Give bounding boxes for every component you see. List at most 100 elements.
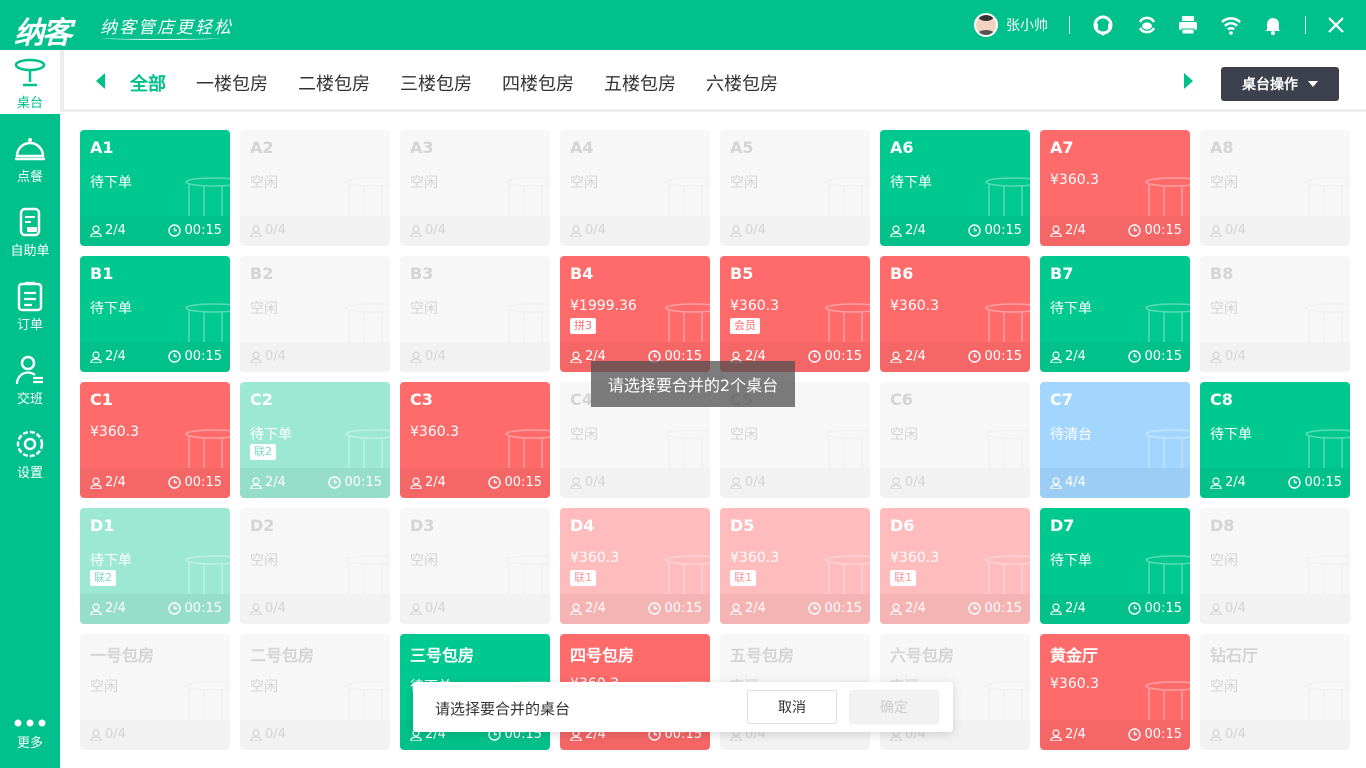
table-card[interactable]: B5 ¥360.3 会员 2/4 00:15	[720, 256, 870, 372]
guest-count: 0/4	[1210, 223, 1246, 238]
table-card[interactable]: 二号包房 空闲 0/4	[240, 634, 390, 750]
table-card[interactable]: C7 待清台 4/4	[1040, 382, 1190, 498]
sidebar-item-orders[interactable]: 订单	[0, 274, 60, 344]
guest-count-value: 0/4	[745, 223, 766, 238]
table-card[interactable]: B8 空闲 0/4	[1200, 256, 1350, 372]
cancel-button[interactable]: 取消	[747, 690, 837, 724]
elapsed-time-value: 00:15	[1144, 223, 1182, 238]
table-status: ¥360.3	[730, 550, 779, 566]
tab-floor-4[interactable]: 四楼包房	[502, 74, 574, 95]
table-card[interactable]: 一号包房 空闲 0/4	[80, 634, 230, 750]
table-card[interactable]: B7 待下单 2/4 00:15	[1040, 256, 1190, 372]
elapsed-time-value: 00:15	[184, 475, 222, 490]
table-illustration-icon	[1305, 177, 1350, 216]
table-card[interactable]: B4 ¥1999.36 拼3 2/4 00:15	[560, 256, 710, 372]
table-card[interactable]: B1 待下单 2/4 00:15	[80, 256, 230, 372]
table-card[interactable]: 黄金厅 ¥360.3 2/4 00:15	[1040, 634, 1190, 750]
table-status: 空闲	[570, 175, 598, 191]
slogan: 纳客管店更轻松	[100, 18, 233, 38]
elapsed-time: 00:15	[1127, 349, 1182, 364]
table-footer: 2/4 00:15	[1200, 468, 1350, 498]
table-card[interactable]: A2 空闲 0/4	[240, 130, 390, 246]
table-card[interactable]: A5 空闲 0/4	[720, 130, 870, 246]
table-operations-button[interactable]: 桌台操作	[1221, 67, 1339, 101]
clock-icon	[167, 602, 181, 615]
elapsed-time-value: 00:15	[1304, 475, 1342, 490]
table-card[interactable]: A7 ¥360.3 2/4 00:15	[1040, 130, 1190, 246]
elapsed-time: 00:15	[807, 601, 862, 616]
guest-count: 2/4	[250, 475, 286, 490]
tabs-prev-arrow-icon[interactable]	[96, 73, 105, 89]
clock-icon	[487, 476, 501, 489]
table-card[interactable]: A6 待下单 2/4 00:15	[880, 130, 1030, 246]
table-card[interactable]: C1 ¥360.3 2/4 00:15	[80, 382, 230, 498]
table-name: 六号包房	[890, 646, 955, 665]
table-status: ¥360.3	[890, 298, 939, 314]
table-status: 空闲	[730, 427, 758, 443]
table-tag: 会员	[730, 318, 760, 334]
table-status: 空闲	[250, 679, 278, 695]
clock-icon	[807, 602, 821, 615]
table-card[interactable]: D2 空闲 0/4	[240, 508, 390, 624]
table-card[interactable]: 钻石厅 空闲 0/4	[1200, 634, 1350, 750]
table-illustration-icon	[505, 555, 550, 594]
sidebar-item-handover[interactable]: 交班	[0, 348, 60, 418]
tab-floor-2[interactable]: 二楼包房	[298, 74, 370, 95]
self-order-icon	[19, 207, 41, 237]
tab-floor-3[interactable]: 三楼包房	[400, 74, 472, 95]
person-icon	[410, 224, 422, 237]
wifi-icon[interactable]	[1220, 14, 1242, 36]
person-icon	[410, 476, 422, 489]
table-name: D2	[250, 516, 275, 535]
table-card[interactable]: D1 待下单 联2 2/4 00:15	[80, 508, 230, 624]
sidebar-item-settings[interactable]: 设置	[0, 422, 60, 492]
user-name: 张小帅	[1006, 18, 1048, 34]
table-card[interactable]: A4 空闲 0/4	[560, 130, 710, 246]
guest-count: 2/4	[890, 349, 926, 364]
table-card[interactable]: D8 空闲 0/4	[1200, 508, 1350, 624]
table-illustration-icon	[345, 177, 390, 216]
table-card[interactable]: B6 ¥360.3 2/4 00:15	[880, 256, 1030, 372]
table-card[interactable]: D3 空闲 0/4	[400, 508, 550, 624]
table-illustration-icon	[1305, 681, 1350, 720]
sidebar-item-more[interactable]: 更多	[0, 710, 60, 760]
headset-icon[interactable]	[1092, 14, 1114, 36]
person-icon	[570, 602, 582, 615]
sidebar-item-order-food[interactable]: 点餐	[0, 126, 60, 196]
table-card[interactable]: C2 待下单 联2 2/4 00:15	[240, 382, 390, 498]
table-card[interactable]: B2 空闲 0/4	[240, 256, 390, 372]
clock-icon	[167, 476, 181, 489]
tab-floor-1[interactable]: 一楼包房	[196, 74, 268, 95]
table-name: A6	[890, 138, 914, 157]
elapsed-time: 00:15	[1127, 223, 1182, 238]
sidebar-item-self-order[interactable]: 自助单	[0, 200, 60, 270]
tab-floor-6[interactable]: 六楼包房	[706, 74, 778, 95]
bell-icon[interactable]	[1262, 14, 1284, 36]
printer-icon[interactable]	[1177, 14, 1199, 36]
cloud-sync-icon[interactable]	[1136, 14, 1158, 36]
table-card[interactable]: C8 待下单 2/4 00:15	[1200, 382, 1350, 498]
table-card[interactable]: A3 空闲 0/4	[400, 130, 550, 246]
table-card[interactable]: D5 ¥360.3 联1 2/4 00:15	[720, 508, 870, 624]
table-card[interactable]: A8 空闲 0/4	[1200, 130, 1350, 246]
tab-all[interactable]: 全部	[130, 74, 166, 95]
table-card[interactable]: C3 ¥360.3 2/4 00:15	[400, 382, 550, 498]
confirm-button[interactable]: 确定	[849, 690, 939, 724]
table-card[interactable]: A1 待下单 2/4 00:15	[80, 130, 230, 246]
person-icon	[1050, 476, 1062, 489]
user-menu[interactable]: 张小帅	[974, 13, 1048, 37]
table-card[interactable]: B3 空闲 0/4	[400, 256, 550, 372]
table-card[interactable]: D4 ¥360.3 联1 2/4 00:15	[560, 508, 710, 624]
table-card[interactable]: C6 空闲 0/4	[880, 382, 1030, 498]
tabs-next-arrow-icon[interactable]	[1184, 73, 1193, 89]
tab-floor-5[interactable]: 五楼包房	[604, 74, 676, 95]
table-card[interactable]: D6 ¥360.3 联1 2/4 00:15	[880, 508, 1030, 624]
sidebar-item-tables[interactable]: 桌台	[0, 50, 60, 114]
clock-icon	[327, 476, 341, 489]
close-icon[interactable]	[1325, 14, 1347, 36]
guest-count: 2/4	[410, 475, 446, 490]
clock-icon	[1127, 728, 1141, 741]
table-name: C1	[90, 390, 113, 409]
table-illustration-icon	[185, 177, 230, 216]
table-card[interactable]: D7 待下单 2/4 00:15	[1040, 508, 1190, 624]
